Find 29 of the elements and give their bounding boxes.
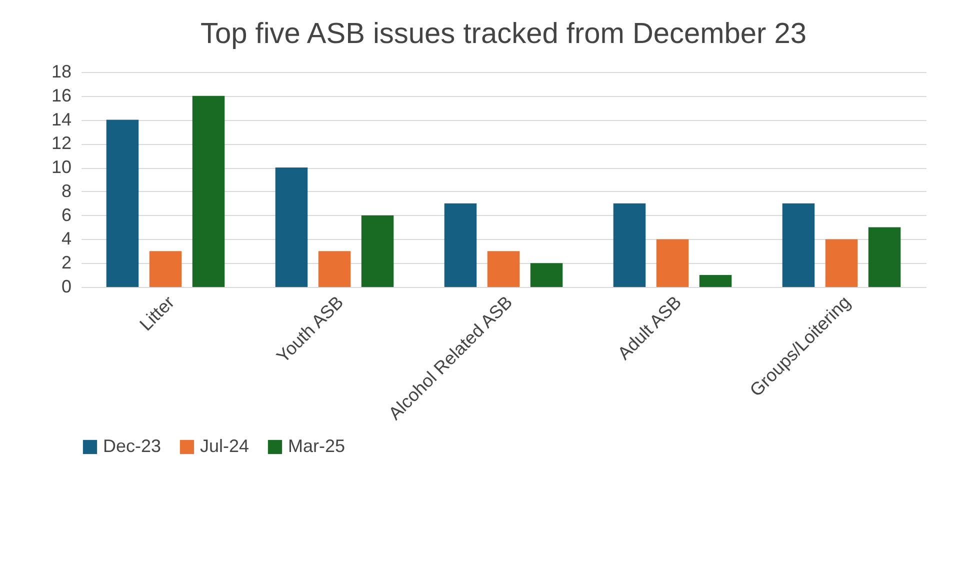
bar	[613, 203, 646, 287]
bar	[444, 203, 477, 287]
bar	[699, 275, 732, 287]
bar	[318, 251, 351, 287]
bar	[782, 203, 815, 287]
y-tick-label: 16	[51, 85, 72, 106]
legend-label: Mar-25	[288, 436, 346, 456]
y-tick-label: 0	[61, 276, 72, 296]
chart-title: Top five ASB issues tracked from December 23	[200, 18, 807, 50]
y-tick-label: 10	[51, 157, 72, 178]
legend-label: Jul-24	[200, 436, 250, 456]
bar	[106, 120, 139, 287]
bar	[275, 168, 308, 287]
bar	[530, 263, 563, 287]
bar	[149, 251, 182, 287]
legend-label: Dec-23	[103, 436, 162, 456]
bar	[656, 239, 689, 287]
y-tick-label: 18	[51, 62, 72, 82]
bar	[825, 239, 858, 287]
bar	[487, 251, 520, 287]
y-tick-label: 8	[61, 180, 72, 201]
y-tick-label: 12	[51, 133, 72, 154]
bar	[868, 227, 901, 287]
y-tick-label: 14	[51, 109, 72, 130]
y-tick-label: 2	[61, 252, 72, 273]
y-tick-label: 4	[61, 228, 72, 249]
y-tick-label: 6	[61, 204, 72, 225]
bar	[192, 96, 225, 287]
bar	[361, 215, 394, 287]
